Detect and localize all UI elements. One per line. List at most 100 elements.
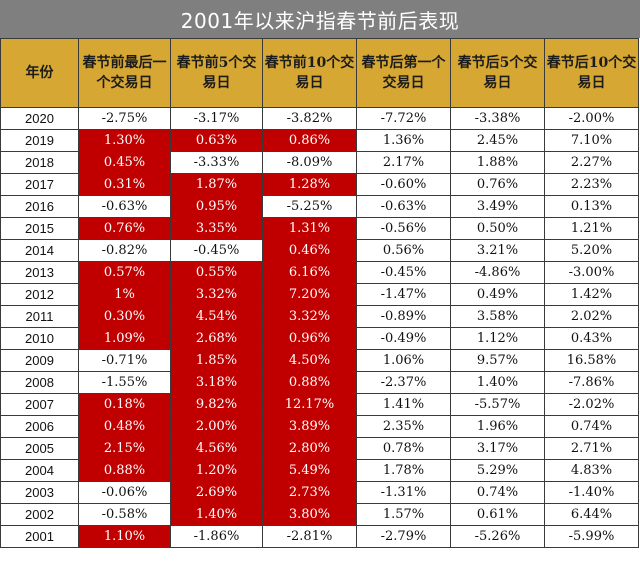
post-10-days-cell: 0.43% — [544, 327, 639, 350]
post-first-day-cell: 1.41% — [356, 393, 451, 416]
pre-10-days-cell: -8.09% — [262, 151, 357, 174]
pre-last-day-cell: -0.63% — [78, 195, 171, 218]
table-row: 2010 1.09% 2.68% 0.96% -0.49% 1.12% 0.43% — [0, 327, 639, 350]
post-5-days-cell: 3.58% — [450, 305, 545, 328]
pre-last-day-cell: -0.71% — [78, 349, 171, 372]
pre-5-days-cell: 4.56% — [170, 437, 263, 460]
table-body: 2020 -2.75% -3.17% -3.82% -7.72% -3.38% -2.00%… — [0, 107, 639, 548]
table-header: 年份 春节前最后一个交易日 春节前5个交易日 春节前10个交易日 春节后第一个交… — [0, 38, 639, 108]
pre-5-days-cell: -3.33% — [170, 151, 263, 174]
post-first-day-cell: 2.35% — [356, 415, 451, 438]
post-first-day-cell: -0.56% — [356, 217, 451, 240]
post-10-days-cell: 6.44% — [544, 503, 639, 526]
post-first-day-cell: -0.63% — [356, 195, 451, 218]
pre-10-days-cell: 6.16% — [262, 261, 357, 284]
pre-last-day-cell: -0.58% — [78, 503, 171, 526]
pre-last-day-cell: 1.30% — [78, 129, 171, 152]
pre-10-days-cell: 3.32% — [262, 305, 357, 328]
post-5-days-cell: -4.86% — [450, 261, 545, 284]
post-10-days-cell: 2.23% — [544, 173, 639, 196]
post-first-day-cell: -0.60% — [356, 173, 451, 196]
post-first-day-cell: 1.78% — [356, 459, 451, 482]
pre-5-days-cell: -1.86% — [170, 525, 263, 548]
pre-last-day-cell: 1.10% — [78, 525, 171, 548]
pre-10-days-cell: 0.46% — [262, 239, 357, 262]
post-10-days-cell: 4.83% — [544, 459, 639, 482]
year-cell: 2009 — [0, 349, 79, 372]
pre-last-day-cell: 0.57% — [78, 261, 171, 284]
table-row: 2016 -0.63% 0.95% -5.25% -0.63% 3.49% 0.13% — [0, 195, 639, 218]
post-5-days-cell: -5.57% — [450, 393, 545, 416]
year-cell: 2014 — [0, 239, 79, 262]
pre-5-days-cell: 2.00% — [170, 415, 263, 438]
table-row: 2007 0.18% 9.82% 12.17% 1.41% -5.57% -2.02% — [0, 393, 639, 416]
pre-5-days-cell: 1.20% — [170, 459, 263, 482]
pre-5-days-cell: 0.95% — [170, 195, 263, 218]
pre-10-days-cell: -3.82% — [262, 107, 357, 130]
header-pre-last-day: 春节前最后一个交易日 — [78, 38, 171, 108]
post-10-days-cell: 2.27% — [544, 151, 639, 174]
table-row: 2002 -0.58% 1.40% 3.80% 1.57% 0.61% 6.44% — [0, 503, 639, 526]
year-cell: 2018 — [0, 151, 79, 174]
pre-last-day-cell: 1% — [78, 283, 171, 306]
pre-10-days-cell: -5.25% — [262, 195, 357, 218]
pre-last-day-cell: 1.09% — [78, 327, 171, 350]
post-5-days-cell: 2.45% — [450, 129, 545, 152]
year-cell: 2007 — [0, 393, 79, 416]
table-title: 2001年以来沪指春节前后表现 — [0, 0, 640, 38]
post-5-days-cell: 9.57% — [450, 349, 545, 372]
table-row: 2004 0.88% 1.20% 5.49% 1.78% 5.29% 4.83% — [0, 459, 639, 482]
post-5-days-cell: 5.29% — [450, 459, 545, 482]
post-5-days-cell: 0.50% — [450, 217, 545, 240]
pre-10-days-cell: 1.28% — [262, 173, 357, 196]
header-row: 年份 春节前最后一个交易日 春节前5个交易日 春节前10个交易日 春节后第一个交… — [0, 38, 639, 108]
table-row: 2018 0.45% -3.33% -8.09% 2.17% 1.88% 2.27% — [0, 151, 639, 174]
table-row: 2020 -2.75% -3.17% -3.82% -7.72% -3.38% -2.00% — [0, 107, 639, 130]
table-row: 2019 1.30% 0.63% 0.86% 1.36% 2.45% 7.10% — [0, 129, 639, 152]
pre-10-days-cell: 7.20% — [262, 283, 357, 306]
pre-5-days-cell: 3.18% — [170, 371, 263, 394]
post-10-days-cell: -3.00% — [544, 261, 639, 284]
year-cell: 2005 — [0, 437, 79, 460]
table-row: 2015 0.76% 3.35% 1.31% -0.56% 0.50% 1.21% — [0, 217, 639, 240]
header-post-10-days: 春节后10个交易日 — [544, 38, 639, 108]
pre-last-day-cell: 0.48% — [78, 415, 171, 438]
post-first-day-cell: -7.72% — [356, 107, 451, 130]
post-first-day-cell: 2.17% — [356, 151, 451, 174]
header-pre-10-days: 春节前10个交易日 — [262, 38, 357, 108]
pre-5-days-cell: 9.82% — [170, 393, 263, 416]
pre-10-days-cell: 0.96% — [262, 327, 357, 350]
post-5-days-cell: 1.12% — [450, 327, 545, 350]
post-5-days-cell: 3.49% — [450, 195, 545, 218]
year-cell: 2012 — [0, 283, 79, 306]
table-row: 2005 2.15% 4.56% 2.80% 0.78% 3.17% 2.71% — [0, 437, 639, 460]
post-10-days-cell: -2.00% — [544, 107, 639, 130]
pre-10-days-cell: -2.81% — [262, 525, 357, 548]
post-5-days-cell: 0.61% — [450, 503, 545, 526]
post-first-day-cell: 1.57% — [356, 503, 451, 526]
table-row: 2003 -0.06% 2.69% 2.73% -1.31% 0.74% -1.40% — [0, 481, 639, 504]
post-10-days-cell: -1.40% — [544, 481, 639, 504]
post-5-days-cell: 1.96% — [450, 415, 545, 438]
header-pre-5-days: 春节前5个交易日 — [170, 38, 263, 108]
post-first-day-cell: -1.47% — [356, 283, 451, 306]
year-cell: 2002 — [0, 503, 79, 526]
post-5-days-cell: 0.49% — [450, 283, 545, 306]
post-5-days-cell: -3.38% — [450, 107, 545, 130]
post-first-day-cell: -2.79% — [356, 525, 451, 548]
year-cell: 2011 — [0, 305, 79, 328]
table-row: 2014 -0.82% -0.45% 0.46% 0.56% 3.21% 5.20% — [0, 239, 639, 262]
post-first-day-cell: 0.56% — [356, 239, 451, 262]
post-5-days-cell: 1.40% — [450, 371, 545, 394]
data-table: 年份 春节前最后一个交易日 春节前5个交易日 春节前10个交易日 春节后第一个交… — [0, 38, 639, 548]
post-first-day-cell: -0.49% — [356, 327, 451, 350]
pre-5-days-cell: 1.85% — [170, 349, 263, 372]
table-row: 2012 1% 3.32% 7.20% -1.47% 0.49% 1.42% — [0, 283, 639, 306]
pre-10-days-cell: 12.17% — [262, 393, 357, 416]
post-5-days-cell: 0.76% — [450, 173, 545, 196]
pre-last-day-cell: 0.45% — [78, 151, 171, 174]
pre-5-days-cell: 0.63% — [170, 129, 263, 152]
post-10-days-cell: 1.21% — [544, 217, 639, 240]
post-10-days-cell: -7.86% — [544, 371, 639, 394]
